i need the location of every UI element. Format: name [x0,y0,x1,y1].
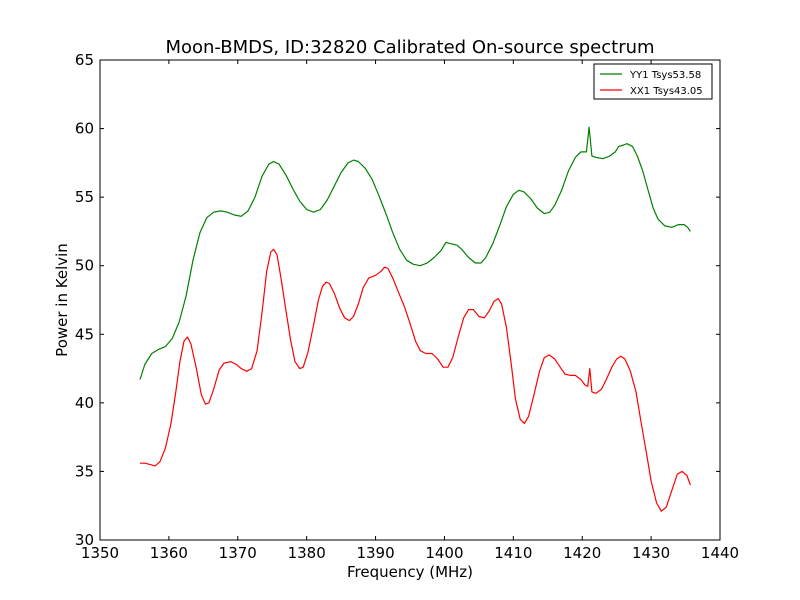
y-tick-label: 40 [75,394,94,412]
axes-frame [99,59,721,541]
plot-area: 1350 1360 1370 1380 1390 1400 1410 1420 1430 1440… [75,51,739,562]
x-tick-label: 1420 [563,544,601,562]
x-tick-label: 1380 [288,544,326,562]
y-tick-label: 45 [75,325,94,343]
x-tick-label: 1440 [701,544,739,562]
x-axis-ticks: 1350 1360 1370 1380 1390 1400 1410 1420 1430 1440 [81,60,739,562]
legend: YY1 Tsys53.58 XX1 Tsys43.05 [593,63,713,100]
x-tick-label: 1360 [150,544,188,562]
y-tick-label: 50 [75,257,94,275]
y-axis-label: Power in Kelvin [53,243,71,357]
x-tick-label: 1350 [81,544,119,562]
x-tick-label: 1370 [219,544,257,562]
series-line-xx1 [140,248,691,512]
y-tick-label: 55 [75,188,94,206]
y-tick-label: 60 [75,120,94,138]
x-tick-label: 1400 [425,544,463,562]
x-tick-label: 1410 [494,544,532,562]
y-axis-ticks: 30 35 40 45 50 55 60 65 [75,51,720,549]
x-tick-label: 1390 [356,544,394,562]
x-axis-label: Frequency (MHz) [347,563,473,581]
y-tick-label: 65 [75,51,94,69]
y-tick-label: 35 [75,462,94,480]
legend-label-yy1: YY1 Tsys53.58 [629,70,701,81]
y-tick-label: 30 [75,531,94,549]
x-tick-label: 1430 [632,544,670,562]
chart-title: Moon-BMDS, ID:32820 Calibrated On-source… [165,37,654,58]
series-line-yy1 [139,126,691,380]
legend-box [593,63,713,100]
series-lines [139,126,691,512]
legend-label-xx1: XX1 Tsys43.05 [630,86,703,97]
